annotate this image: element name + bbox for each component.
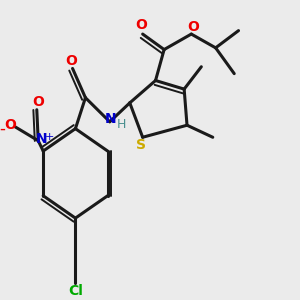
Text: O: O	[65, 54, 77, 68]
Text: -: -	[0, 120, 5, 138]
Text: Cl: Cl	[68, 284, 83, 298]
Text: N: N	[105, 112, 116, 126]
Text: O: O	[4, 118, 16, 131]
Text: +: +	[45, 132, 54, 142]
Text: H: H	[117, 118, 127, 131]
Text: O: O	[135, 19, 147, 32]
Text: N: N	[36, 132, 47, 146]
Text: O: O	[187, 20, 199, 34]
Text: O: O	[32, 95, 44, 109]
Text: S: S	[136, 138, 146, 152]
